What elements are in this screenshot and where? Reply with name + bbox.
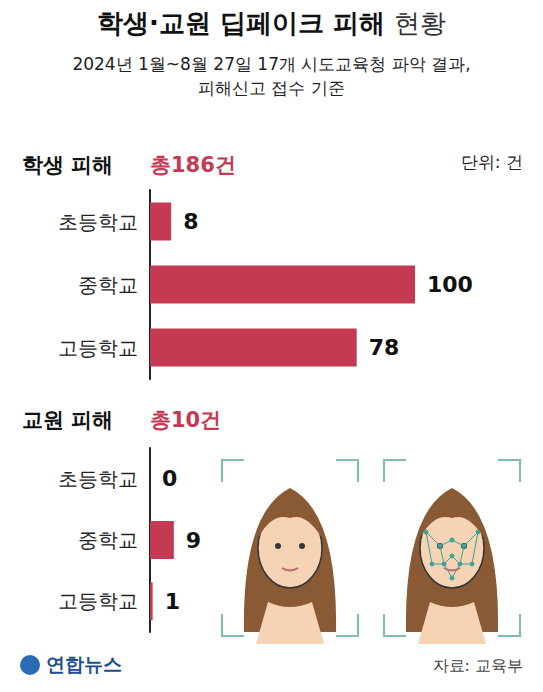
- html-text:교원 피해: 교원 피해: [22, 408, 114, 432]
- svg-text:0: 0: [162, 466, 177, 491]
- svg-text:고등학교: 고등학교: [58, 336, 138, 360]
- svg-text:중학교: 중학교: [78, 528, 138, 552]
- svg-text:1: 1: [165, 589, 180, 614]
- svg-text:100: 100: [427, 272, 473, 297]
- svg-text:초등학교: 초등학교: [58, 210, 138, 234]
- html-text:총10건: 총10건: [150, 408, 222, 432]
- html-text:피해신고 접수 기준: 피해신고 접수 기준: [198, 78, 345, 98]
- html-text:학생·교원 딥페이크 피해현황: 학생·교원 딥페이크 피해현황: [97, 8, 446, 38]
- svg-text:78: 78: [369, 335, 400, 360]
- html-text:2024년 1월~8월 27일 17개 시도교육청 파악 결: 2024년 1월~8월 27일 17개 시도교육청 파악 결과,: [72, 54, 471, 74]
- html-text:총186건: 총186건: [150, 153, 236, 177]
- html-text:학생 피해: 학생 피해: [22, 153, 114, 177]
- svg-text:9: 9: [186, 528, 201, 553]
- svg-text:중학교: 중학교: [78, 273, 138, 297]
- html-text:연합뉴스: 연합뉴스: [46, 653, 122, 675]
- svg-text:8: 8: [183, 209, 198, 234]
- html-text:단위: 건: 단위: 건: [460, 152, 523, 172]
- svg-text:고등학교: 고등학교: [58, 589, 138, 613]
- html-text:자료: 교육부: 자료: 교육부: [432, 656, 523, 675]
- svg-text:초등학교: 초등학교: [58, 467, 138, 491]
